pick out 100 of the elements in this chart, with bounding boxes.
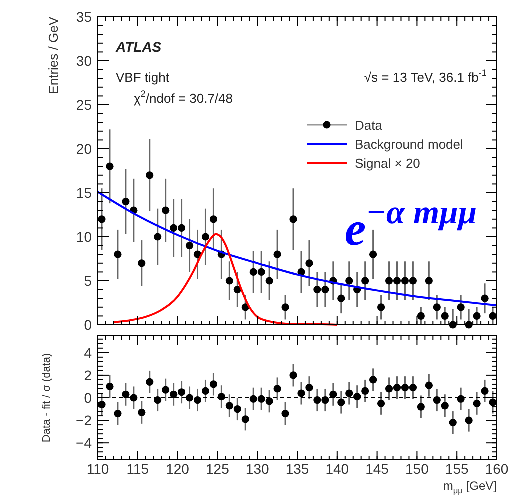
point <box>306 260 314 268</box>
point <box>338 294 346 302</box>
point <box>114 250 122 258</box>
x-tick-label: 135 <box>286 461 310 477</box>
point <box>282 304 290 312</box>
point <box>122 198 130 206</box>
point <box>409 277 418 285</box>
point <box>322 396 330 404</box>
point <box>290 372 298 380</box>
point <box>346 390 354 398</box>
point <box>202 233 210 241</box>
point <box>146 172 154 180</box>
point <box>186 242 194 250</box>
point <box>370 250 378 258</box>
point <box>433 396 441 404</box>
line-series <box>112 233 338 326</box>
point <box>234 405 242 414</box>
point <box>258 268 266 276</box>
point <box>433 304 441 312</box>
point <box>385 277 394 285</box>
y-tick-label: 35 <box>76 9 92 25</box>
x-tick-label: 140 <box>326 461 350 477</box>
point <box>417 312 425 320</box>
annotation: VBF tight <box>116 70 170 85</box>
x-tick-label: 160 <box>485 461 509 477</box>
point <box>481 387 489 396</box>
point <box>401 277 410 285</box>
point <box>250 268 258 276</box>
point <box>473 312 481 320</box>
y-tick-label: 15 <box>76 185 92 201</box>
point <box>425 277 433 285</box>
point <box>194 396 202 404</box>
point <box>178 224 186 232</box>
point <box>441 402 449 410</box>
point <box>274 385 282 393</box>
point <box>138 408 146 416</box>
point <box>338 398 346 406</box>
point <box>457 304 465 312</box>
point <box>226 402 234 410</box>
y-tick-label: 0 <box>84 390 92 406</box>
point <box>370 376 378 384</box>
point <box>154 396 162 404</box>
point <box>401 384 410 392</box>
annotation: χ$^{2}$/ndof = 30.7/48 <box>134 89 233 106</box>
point <box>354 393 362 401</box>
point <box>473 400 481 408</box>
x-tick-label: 145 <box>366 461 390 477</box>
point <box>234 286 242 294</box>
point <box>106 162 114 170</box>
point <box>218 393 226 401</box>
point <box>210 216 218 224</box>
point <box>170 390 178 398</box>
legend-label: Signal × 20 <box>355 156 420 171</box>
point <box>114 410 122 418</box>
point <box>122 390 130 398</box>
point <box>425 382 433 390</box>
point <box>210 380 218 388</box>
point <box>106 382 114 391</box>
y-tick-label: 25 <box>76 97 92 113</box>
point <box>170 224 178 232</box>
point <box>154 233 162 241</box>
x-tick-label: 115 <box>126 461 150 477</box>
point <box>449 419 457 427</box>
annotation: ATLAS <box>115 39 162 55</box>
point <box>258 395 266 403</box>
legend-label: Data <box>355 118 384 133</box>
point <box>481 294 489 302</box>
point <box>377 304 386 312</box>
point <box>282 410 290 418</box>
point <box>178 388 186 396</box>
x-tick-label: 125 <box>206 461 230 477</box>
point <box>130 394 138 402</box>
point <box>274 250 282 258</box>
x-tick-label: 110 <box>86 461 110 477</box>
point <box>306 384 314 392</box>
point <box>346 277 354 285</box>
point <box>393 277 402 285</box>
point <box>441 312 449 320</box>
point <box>409 384 418 392</box>
y-tick-label: 10 <box>76 229 92 245</box>
x-axis-title: m$_{μμ}$ [GeV] <box>443 479 497 496</box>
line-series <box>97 191 498 307</box>
point <box>162 206 170 214</box>
annotation: e$^{−α mμμ}$ <box>344 194 477 256</box>
y-tick-label: 5 <box>84 273 92 289</box>
y-axis-title: Data - fit / σ (data) <box>41 353 53 443</box>
x-tick-label: 150 <box>406 461 430 477</box>
x-tick-label: 130 <box>246 461 270 477</box>
x-tick-label: 155 <box>445 461 469 477</box>
annotation: √s = 13 TeV, 36.1 fb$^{-1}$ <box>364 68 487 85</box>
point <box>266 398 274 406</box>
legend-label: Background model <box>355 137 464 152</box>
point <box>162 386 170 394</box>
point <box>186 394 194 402</box>
point <box>330 390 338 398</box>
point <box>377 400 386 408</box>
point <box>465 416 473 424</box>
y-tick-label: −2 <box>76 412 92 429</box>
point <box>393 384 402 392</box>
point <box>138 260 146 268</box>
